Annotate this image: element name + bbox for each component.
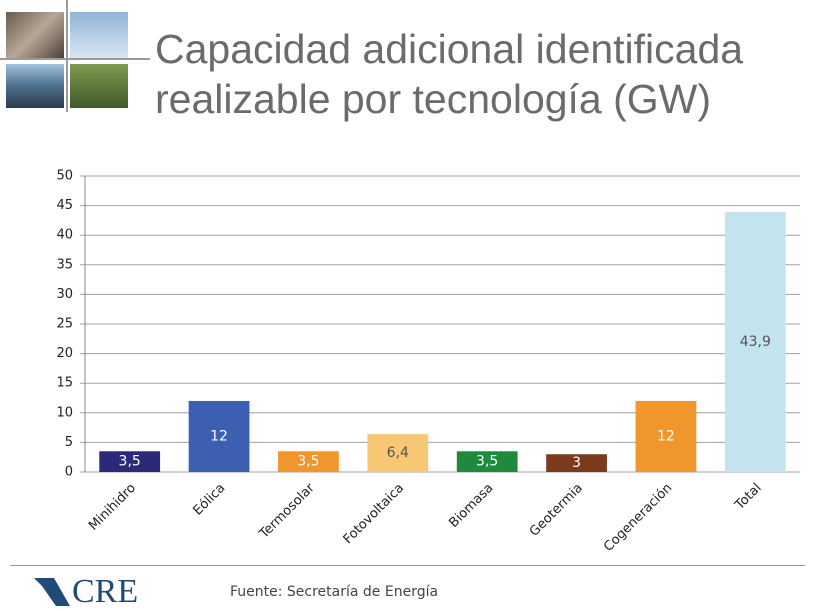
data-label: 3,5 [476,454,498,470]
x-tick-label: Minihidro [86,481,139,534]
y-tick-label: 5 [65,435,73,450]
x-tick-label: Eólica [191,481,229,519]
data-label: 12 [210,428,228,444]
logo-mark [34,578,70,606]
data-label: 6,4 [387,445,409,461]
photo [70,64,128,108]
bar [635,400,697,472]
x-tick-label: Biomasa [446,481,496,531]
data-label: 12 [657,428,675,444]
data-label: 3 [572,455,581,471]
bar [456,451,518,472]
photo [70,12,128,58]
photo [6,12,64,58]
logo: CRE [72,573,139,610]
data-label: 3,5 [297,454,319,470]
y-tick-label: 10 [56,405,73,420]
photo [6,64,64,108]
y-tick-label: 0 [65,465,73,480]
bar [188,400,250,472]
x-tick-label: Termosolar [256,480,318,542]
y-tick-label: 35 [56,257,73,272]
footer-line [10,565,805,566]
bar [278,451,339,472]
data-label: 3,5 [119,454,141,470]
data-label: 43,9 [740,334,771,350]
y-tick-label: 40 [56,228,73,243]
source-note: Fuente: Secretaría de Energía [230,584,439,600]
y-tick-label: 15 [56,376,73,391]
divider [66,0,68,112]
x-tick-label: Geotermia [527,481,586,540]
bar [99,451,161,472]
divider [0,58,150,60]
bar [367,434,429,472]
x-tick-label: Cogeneración [601,481,675,555]
bar [546,454,607,472]
x-tick-label: Total [732,481,765,514]
chart: 0 5 10 15 20 25 30 35 40 45 50 Minihidro 3,5 Eólica 12… [56,169,800,555]
y-tick-label: 45 [56,198,73,213]
slide-title: Capacidad adicional identificada realiza… [155,26,744,122]
x-tick-label: Fotovoltaica [341,481,408,548]
y-tick-label: 50 [56,169,73,184]
y-tick-label: 30 [56,287,73,302]
y-tick-label: 20 [56,346,73,361]
y-tick-label: 25 [56,317,73,332]
bar [724,212,786,472]
